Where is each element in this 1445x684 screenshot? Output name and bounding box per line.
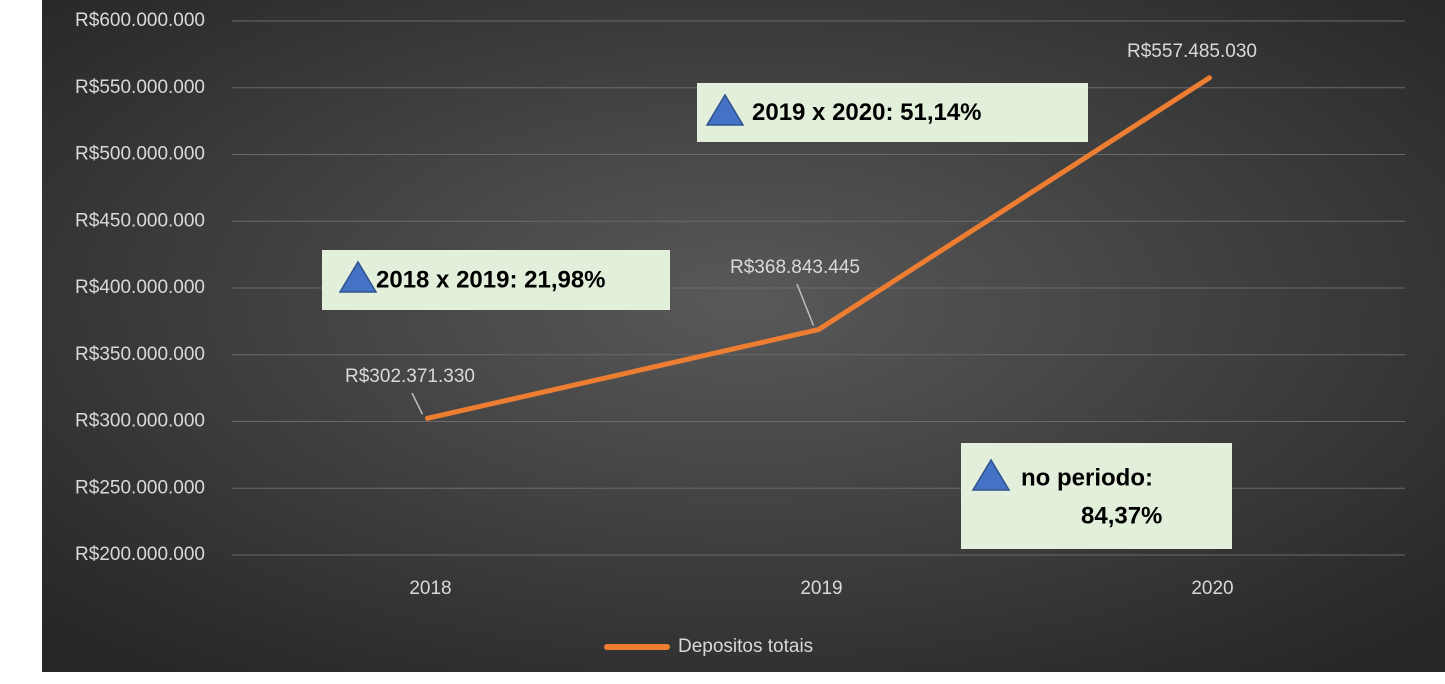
y-tick-label: R$600.000.000 (75, 10, 205, 31)
data-label: R$557.485.030 (1127, 41, 1257, 62)
line-series (425, 75, 1212, 421)
leader-line (796, 283, 815, 326)
data-label: R$368.843.445 (730, 257, 860, 278)
annotation-box (697, 83, 1088, 142)
annotation-box (322, 250, 670, 310)
annotation-text: no periodo: (1021, 464, 1153, 491)
x-tick-label: 2020 (1191, 578, 1233, 599)
y-tick-label: R$550.000.000 (75, 77, 205, 98)
annotation-triangle (338, 260, 378, 293)
x-tick-label: 2019 (800, 578, 842, 599)
x-tick-label: 2018 (409, 578, 451, 599)
y-tick-label: R$200.000.000 (75, 544, 205, 565)
y-tick-label: R$350.000.000 (75, 344, 205, 365)
leader-line (411, 392, 424, 415)
data-label: R$302.371.330 (345, 366, 475, 387)
annotation-box (961, 443, 1232, 549)
annotation-triangle (971, 458, 1011, 491)
y-tick-label: R$450.000.000 (75, 210, 205, 231)
annotation-text: 84,37% (1081, 502, 1162, 529)
y-tick-label: R$300.000.000 (75, 411, 205, 432)
y-tick-label: R$400.000.000 (75, 277, 205, 298)
annotation-text: 2018 x 2019: 21,98% (376, 266, 606, 293)
y-tick-label: R$250.000.000 (75, 477, 205, 498)
annotation-triangle (705, 93, 745, 126)
legend-label: Depositos totais (678, 636, 813, 657)
annotation-text: 2019 x 2020: 51,14% (752, 99, 982, 126)
y-tick-label: R$500.000.000 (75, 144, 205, 165)
